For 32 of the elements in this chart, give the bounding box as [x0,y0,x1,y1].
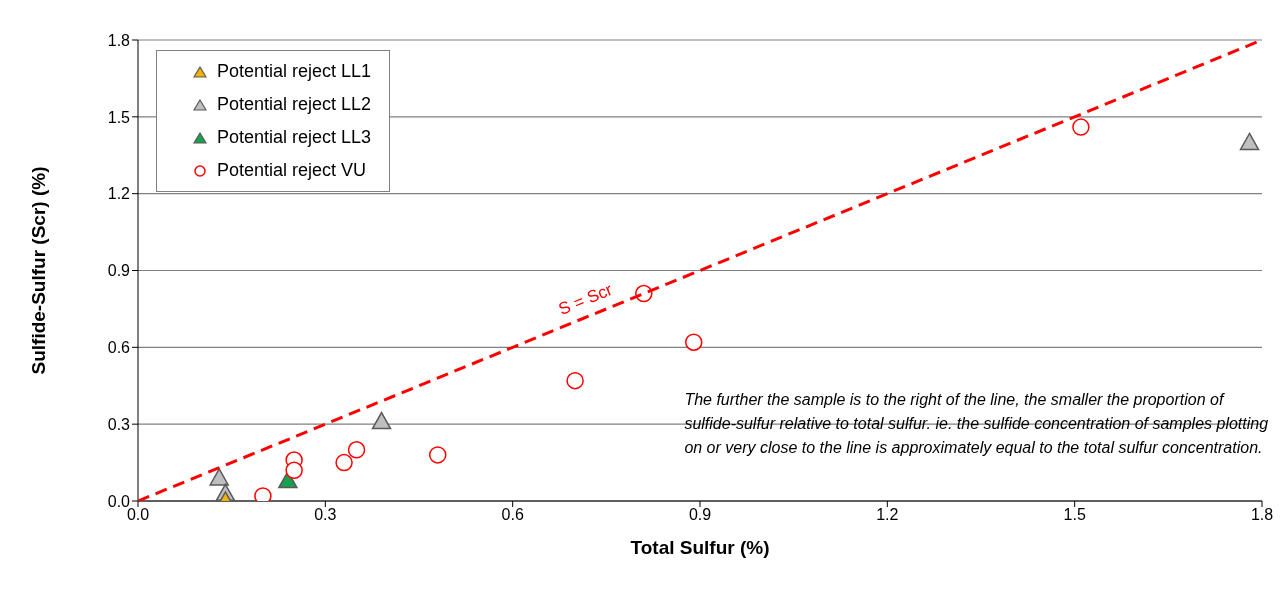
point [285,461,303,480]
legend-label: Potential reject VU [217,160,367,181]
legend-label: Potential reject LL1 [217,61,372,82]
point [685,333,703,351]
point [209,468,229,486]
y-tick-label: 1.5 [107,108,131,126]
x-tick-label: 1.2 [876,506,899,524]
y-tick-label: 0.3 [107,415,131,433]
x-tick-label: 1.8 [1250,506,1274,524]
point [1239,132,1260,151]
annotation: The further the sample is to the right of the line, the smaller the proportion of sulfide-sulfur relative to total sulfur. ie. the sulfide concentration of samples plotting on or very close to the line is approximately equal to the total sulfur concentration. [684,390,1270,459]
point [371,411,392,430]
x-tick-label: 1.5 [1063,506,1086,524]
y-axis-title: Sulfide-Sulfur (Scr) (%) [27,166,49,375]
y-tick-label: 0.6 [107,339,131,357]
legend-label: Potential reject LL3 [217,127,372,148]
x-tick-label: 0.3 [314,506,337,524]
y-tick-label: 1.8 [107,31,131,49]
point [254,487,272,501]
legend-label: Potential reject LL2 [217,94,372,115]
point [347,441,366,459]
x-axis-title: Total Sulfur (%) [630,537,770,559]
y-tick-label: 1.2 [107,185,131,203]
point [1072,118,1090,136]
point [428,446,447,464]
point [566,371,584,390]
point [335,453,353,472]
text: S = Scr [555,279,616,319]
x-tick-label: 0.9 [688,506,712,524]
x-tick-label: 0.6 [501,506,524,524]
y-tick-label: 0.9 [107,262,131,280]
x-tick-label: 0.0 [126,506,150,524]
